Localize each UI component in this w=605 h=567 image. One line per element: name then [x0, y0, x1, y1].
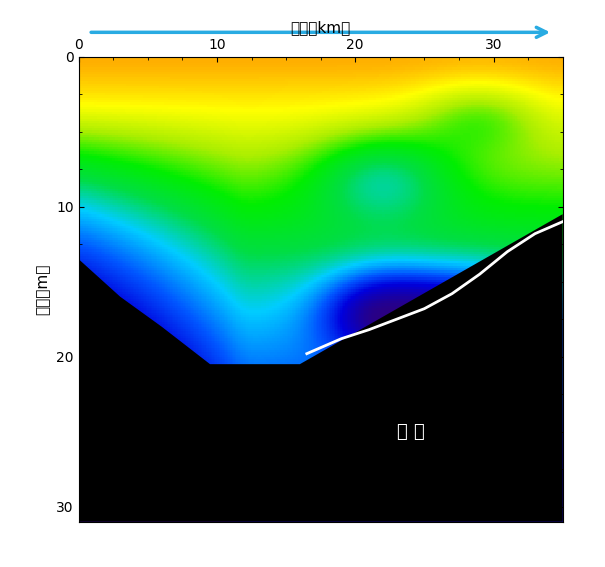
- X-axis label: 距離（km）: 距離（km）: [290, 20, 351, 35]
- Polygon shape: [79, 214, 563, 522]
- Y-axis label: 水深（m）: 水深（m）: [36, 264, 51, 315]
- Text: 海 底: 海 底: [397, 422, 425, 441]
